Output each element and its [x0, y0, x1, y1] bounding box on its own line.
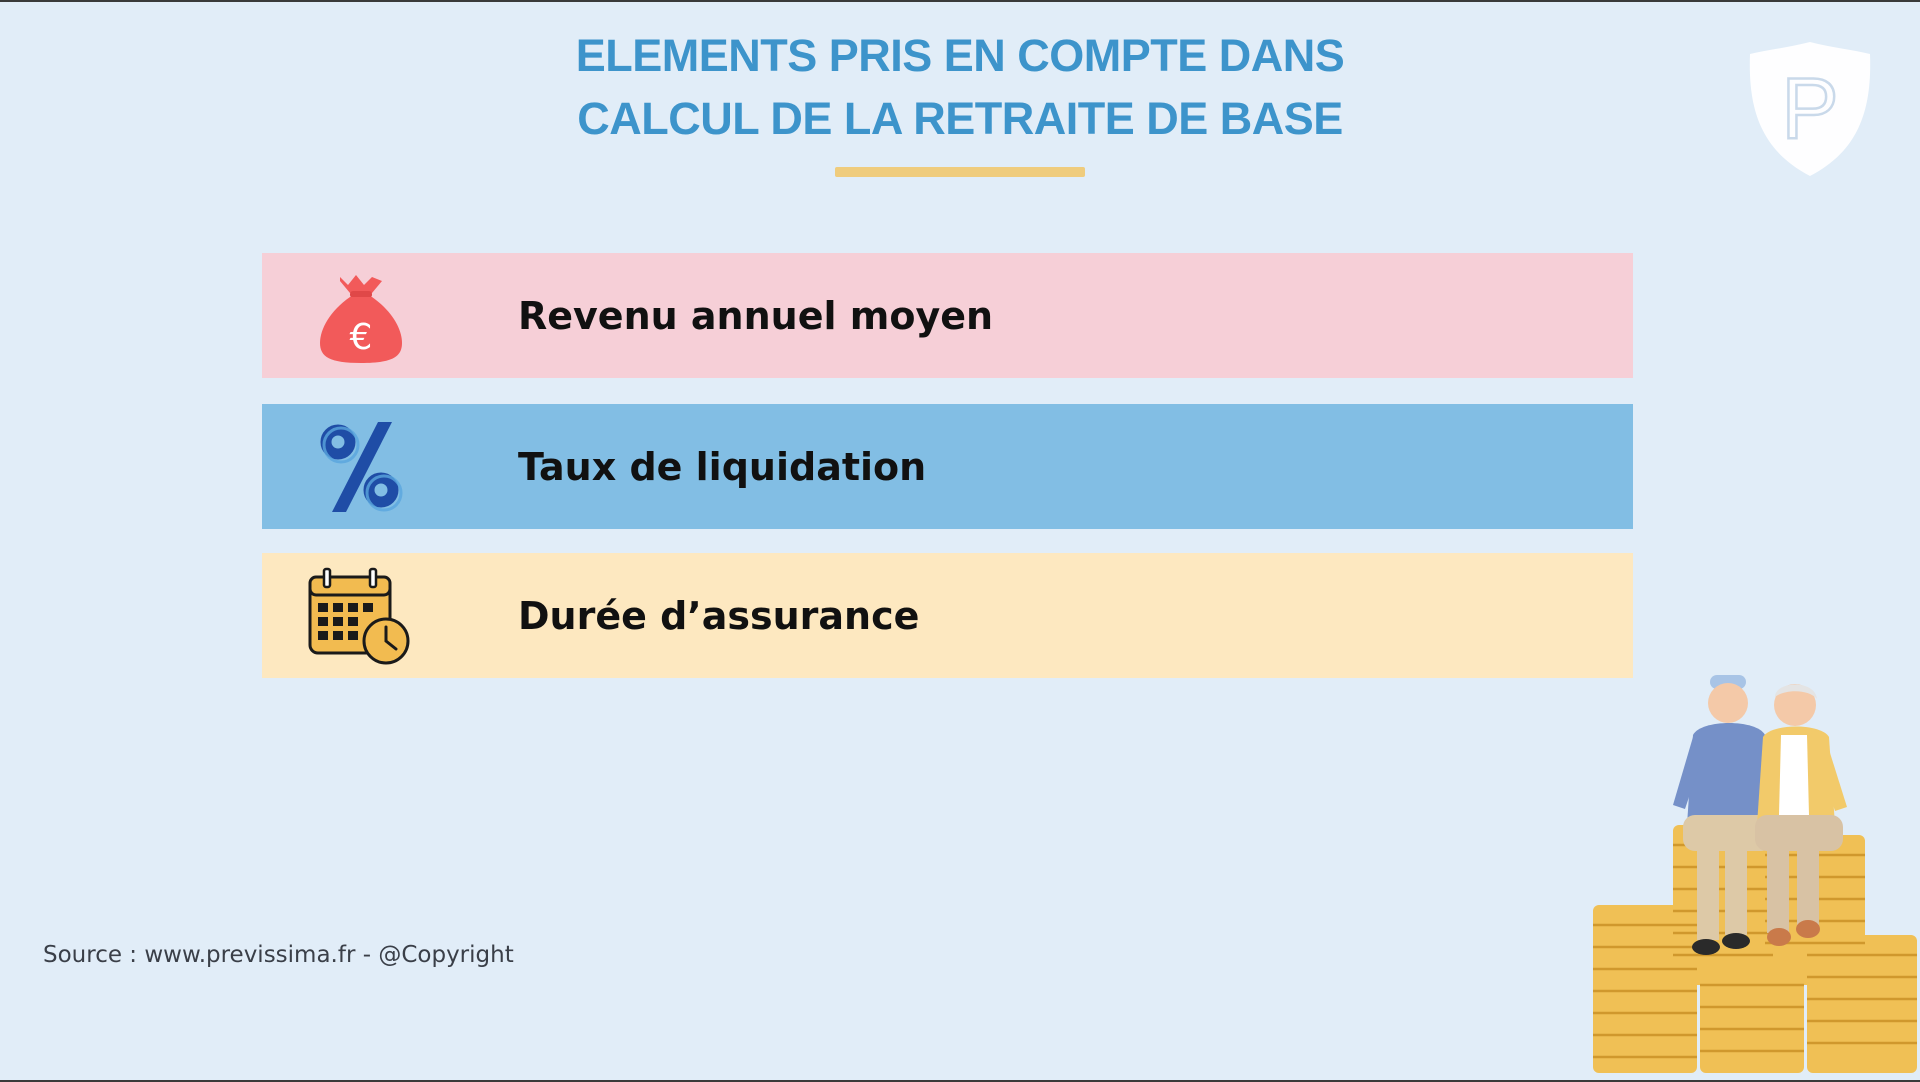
title-underline — [835, 167, 1085, 177]
list-item-duree: Durée d’assurance — [262, 553, 1633, 678]
page-title: ELEMENTS PRIS EN COMPTE DANS CALCUL DE L… — [0, 24, 1920, 150]
item-label: Revenu annuel moyen — [518, 293, 994, 338]
previssima-shield-logo-icon: P — [1749, 42, 1871, 176]
logo-letter: P — [1781, 61, 1838, 157]
source-footer: Source : www.previssima.fr - @Copyright — [43, 942, 514, 968]
title-line-1: ELEMENTS PRIS EN COMPTE DANS — [575, 30, 1345, 81]
svg-text:€: € — [350, 317, 373, 358]
item-label: Durée d’assurance — [518, 593, 920, 638]
elements-list: € Revenu annuel moyen Taux de liquidatio… — [262, 253, 1633, 704]
retired-couple-on-coins-icon — [1593, 675, 1917, 1073]
title-line-2: CALCUL DE LA RETRAITE DE BASE — [577, 93, 1343, 144]
list-item-taux: Taux de liquidation — [262, 404, 1633, 529]
calendar-clock-icon — [308, 567, 410, 665]
money-bag-euro-icon: € — [320, 275, 402, 363]
item-label: Taux de liquidation — [518, 444, 927, 489]
list-item-revenu: € Revenu annuel moyen — [262, 253, 1633, 378]
percent-icon — [320, 422, 403, 512]
